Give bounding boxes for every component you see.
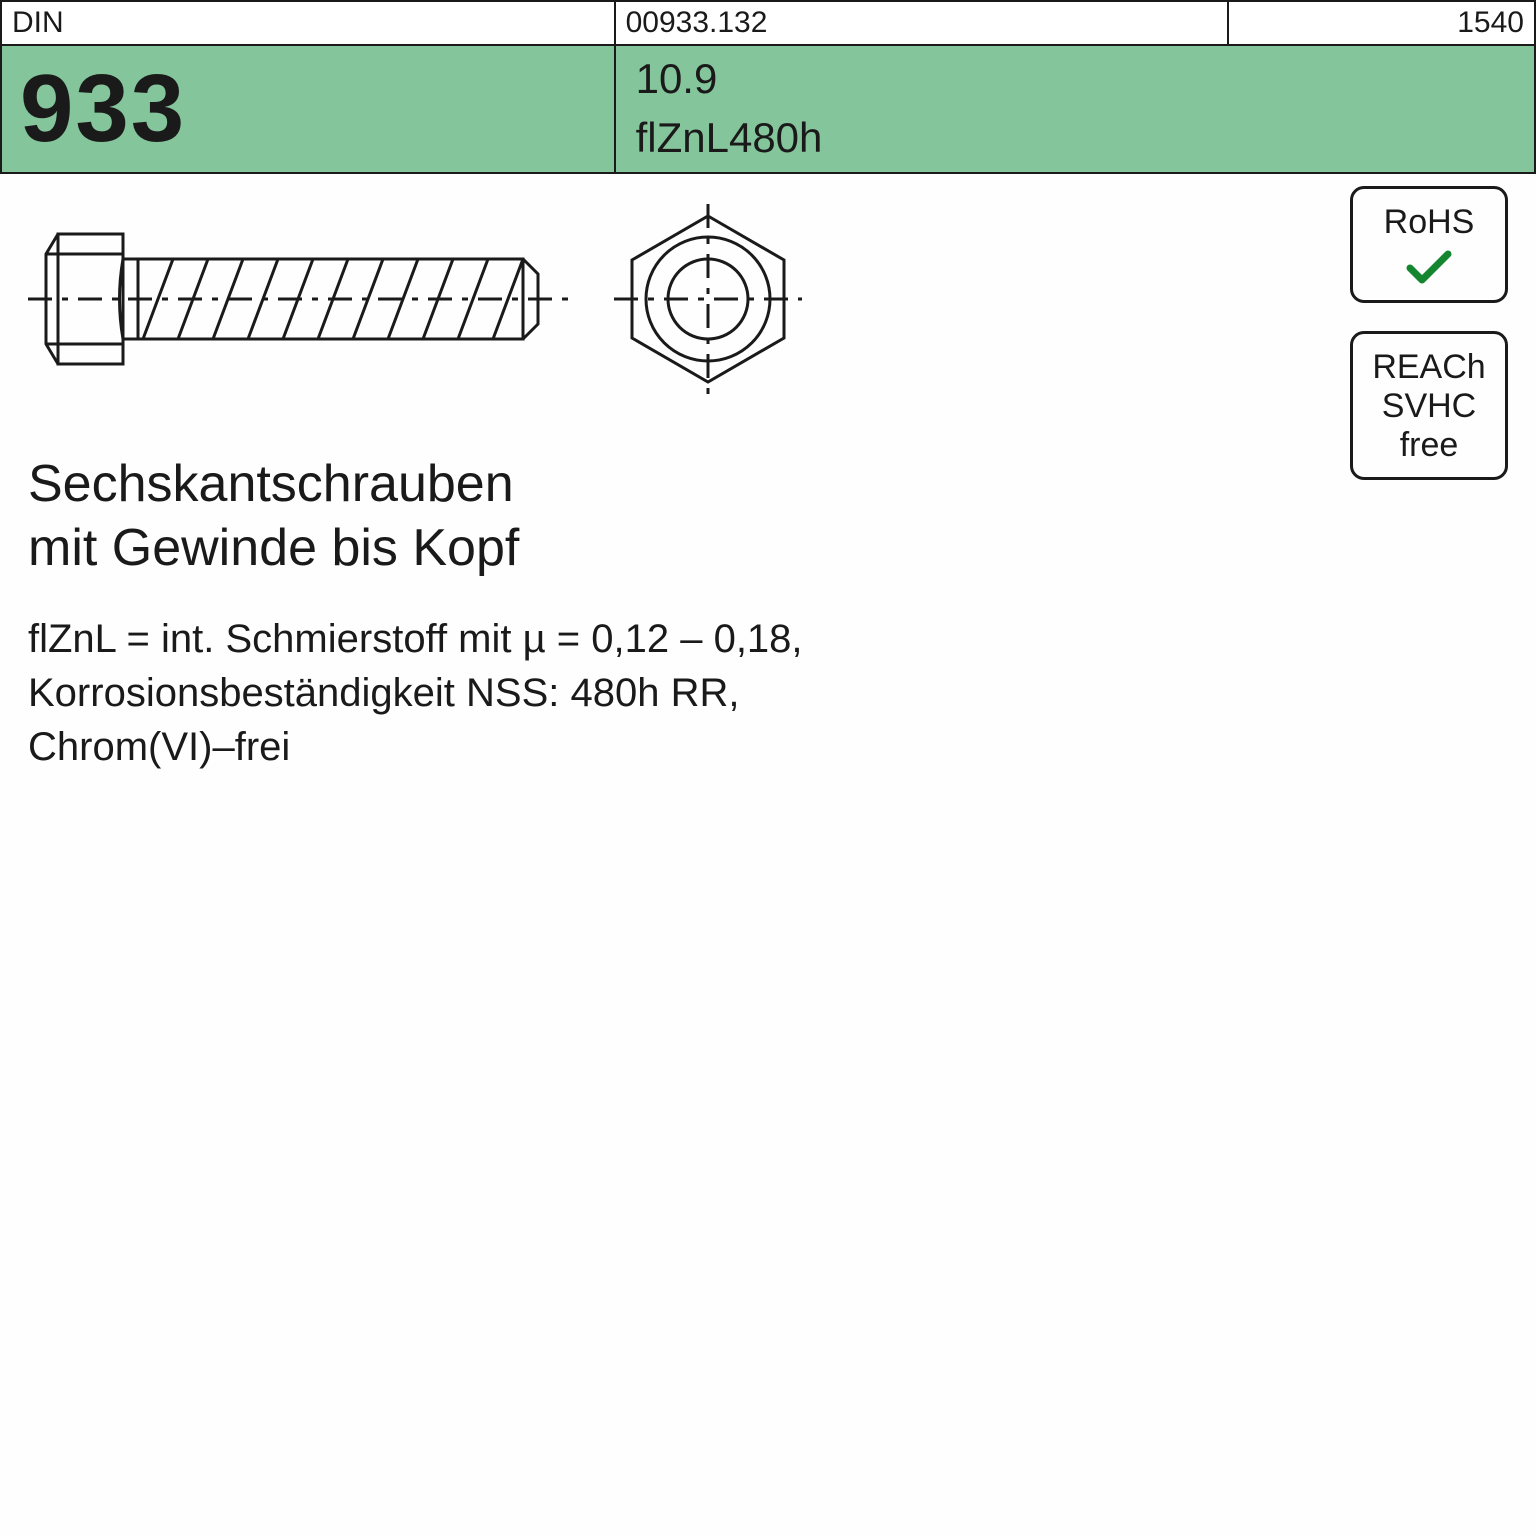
compliance-badges: RoHS REACh SVHC free: [1350, 186, 1508, 480]
header-code-right: 1540: [1228, 1, 1535, 45]
header-row-2: 933 10.9 flZnL480h: [1, 45, 1535, 173]
product-description: flZnL = int. Schmierstoff mit µ = 0,12 –…: [28, 612, 1128, 774]
reach-badge: REACh SVHC free: [1350, 331, 1508, 480]
strength-class: 10.9: [636, 50, 1524, 109]
desc-line3: Chrom(VI)–frei: [28, 720, 1128, 774]
header-din-number-cell: 933: [1, 45, 615, 173]
product-title-line2: mit Gewinde bis Kopf: [28, 518, 1508, 578]
desc-line1: flZnL = int. Schmierstoff mit µ = 0,12 –…: [28, 612, 1128, 666]
check-icon: [1404, 248, 1454, 288]
reach-line2: SVHC: [1363, 387, 1495, 426]
header-spec-cell: 10.9 flZnL480h: [615, 45, 1535, 173]
content-area: RoHS REACh SVHC free Sechskantschrauben …: [0, 174, 1536, 774]
bolt-front-view: [608, 204, 808, 394]
din-number: 933: [12, 54, 604, 164]
header-din-label: DIN: [1, 1, 615, 45]
header-article-number: 00933.132: [615, 1, 1229, 45]
header-table: DIN 00933.132 1540 933 10.9 flZnL480h: [0, 0, 1536, 174]
technical-drawing: [28, 204, 1508, 394]
rohs-badge: RoHS: [1350, 186, 1508, 303]
coating-spec: flZnL480h: [636, 109, 1524, 168]
reach-line1: REACh: [1363, 348, 1495, 387]
bolt-side-view: [28, 204, 568, 394]
desc-line2: Korrosionsbeständigkeit NSS: 480h RR,: [28, 666, 1128, 720]
reach-line3: free: [1363, 426, 1495, 465]
rohs-label: RoHS: [1384, 203, 1475, 241]
header-row-1: DIN 00933.132 1540: [1, 1, 1535, 45]
product-title-line1: Sechskantschrauben: [28, 454, 1508, 514]
